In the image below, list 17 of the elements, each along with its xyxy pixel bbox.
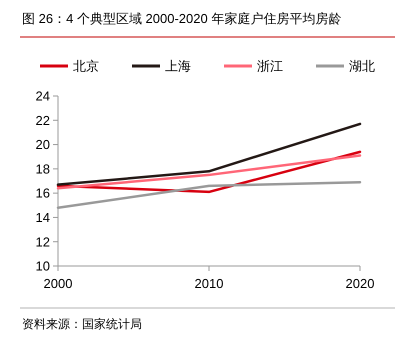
x-tick-label: 2010 (194, 276, 224, 291)
y-tick-label: 24 (36, 88, 50, 104)
legend-label: 上海 (165, 58, 191, 74)
x-tick-label: 2000 (44, 276, 72, 291)
y-tick-label: 22 (36, 112, 50, 128)
text: 资料来源：国家统计局 (22, 317, 142, 331)
y-tick-label: 20 (36, 137, 50, 152)
chart-title: 图 26：4 个典型区域 2000-2020 年家庭户住房平均房龄 (22, 11, 342, 26)
legend-label: 浙江 (257, 58, 283, 74)
legend-label: 北京 (73, 58, 99, 74)
y-tick-label: 16 (36, 186, 50, 201)
y-tick-label: 10 (36, 258, 50, 274)
x-tick-label: 2020 (346, 276, 374, 291)
legend-label: 湖北 (349, 58, 375, 74)
y-tick-label: 18 (36, 161, 50, 176)
y-tick-label: 12 (36, 234, 50, 250)
y-tick-label: 14 (36, 210, 50, 225)
